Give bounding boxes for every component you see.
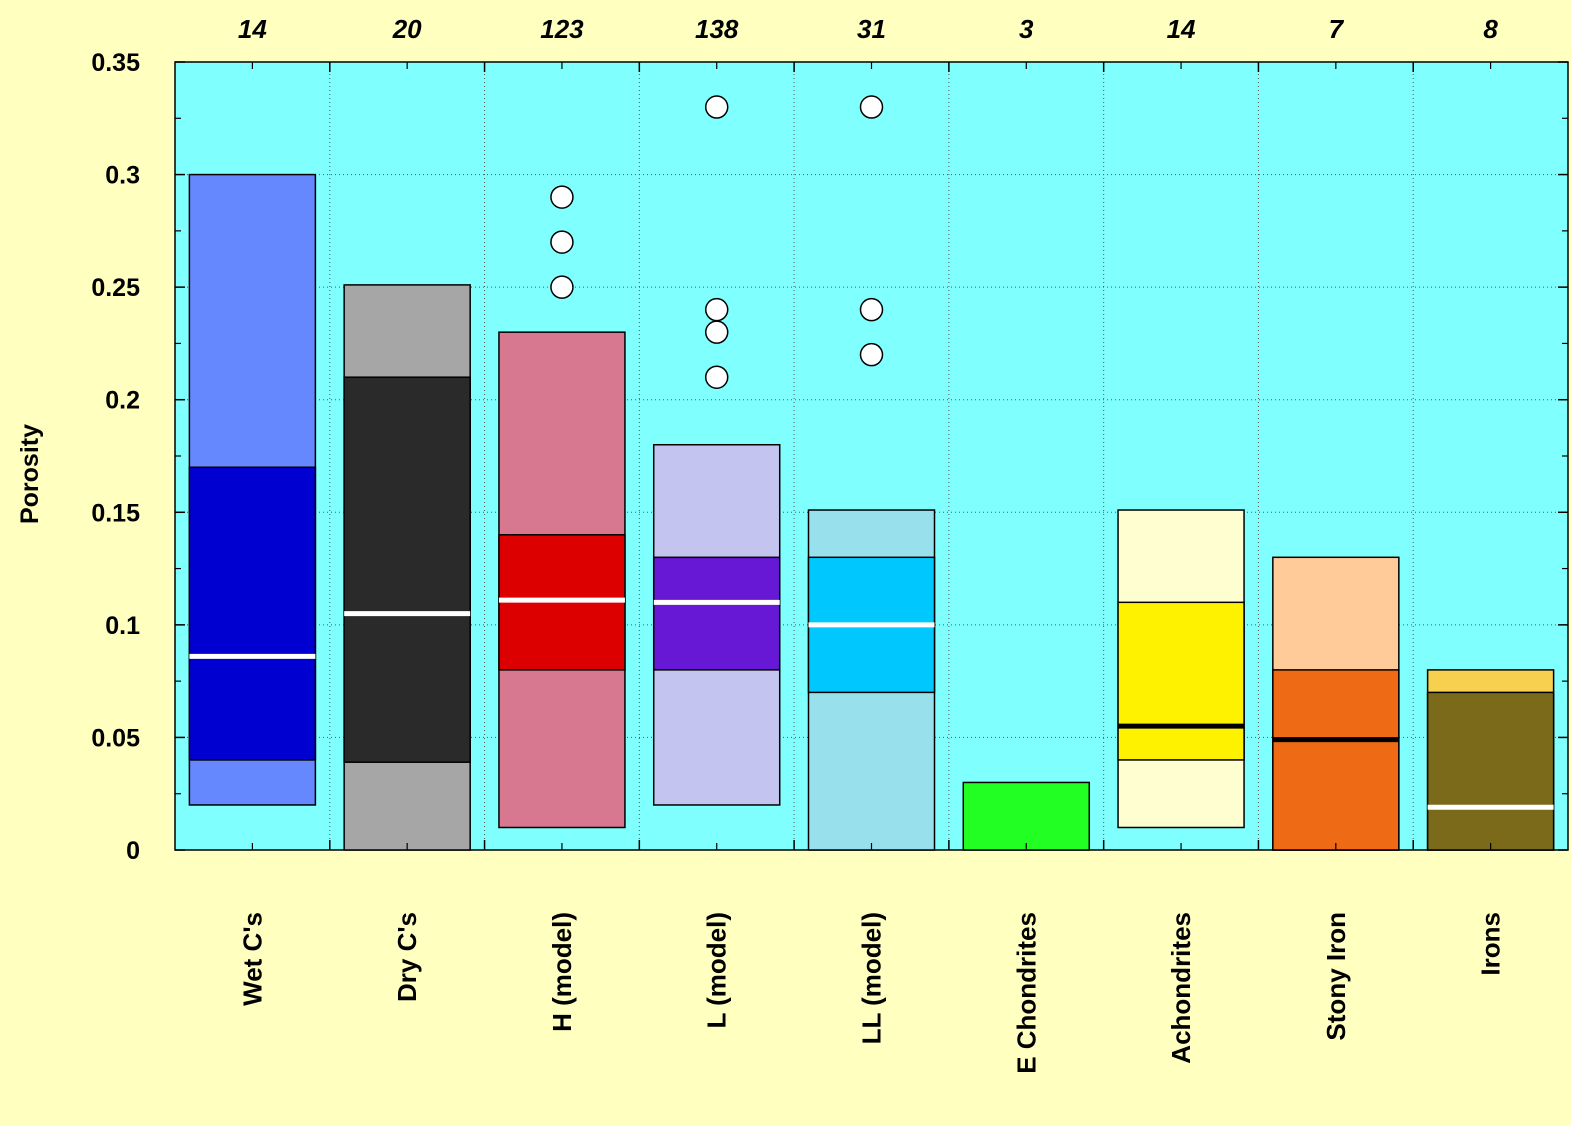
y-tick-label: 0.35 [91,49,140,77]
y-tick-label: 0.15 [91,499,140,527]
box-series [188,95,1555,851]
box-inner-quartile [343,376,471,763]
box-inner-quartile [1426,691,1555,851]
category-count-label: 20 [392,14,422,44]
outlier-point [859,297,884,322]
y-tick-label: 0.3 [105,162,140,190]
box-inner-quartile [1117,601,1245,761]
category-count-label: 8 [1483,14,1498,44]
axis-ticks [175,61,1568,851]
category-label: Achondrites [1166,912,1196,1064]
y-tick-label: 0.25 [91,274,140,302]
outlier-point [550,275,574,299]
category-label: Dry C's [392,912,422,1002]
outlier-point [704,365,729,389]
category-count-label: 14 [238,14,267,44]
box-inner-quartile [188,466,317,761]
category-label: H (model) [547,912,577,1032]
y-axis-label: Porosity [16,424,44,524]
outlier-point [704,297,729,322]
outlier-point [550,230,574,254]
y-tick-label: 0.05 [91,724,140,752]
outlier-point [859,342,884,367]
outlier-point [550,185,574,209]
box-inner-quartile [1272,669,1400,851]
category-count-label: 7 [1329,14,1345,44]
category-label: Stony Iron [1321,912,1351,1041]
axis-labels: 0 0.05 0.1 0.15 0.2 0.25 0.3 0.35 14 Wet C's 20 Dry… [91,14,1505,1074]
category-label: E Chondrites [1011,912,1041,1074]
y-tick-label: 0.2 [105,387,140,415]
category-count-label: 31 [857,14,886,44]
y-tick-label: 0.1 [105,612,140,640]
category-label: Wet C's [237,912,267,1006]
category-label: Irons [1476,912,1506,976]
category-count-label: 123 [540,14,584,44]
box-inner-quartile [652,556,781,671]
y-tick-label: 0 [126,837,140,865]
category-count-label: 3 [1019,14,1034,44]
category-count-label: 14 [1167,14,1196,44]
category-count-label: 138 [695,14,739,44]
box-outer-range [962,781,1091,851]
outlier-point [704,95,729,119]
category-label: L (model) [702,912,732,1029]
outlier-point [859,95,884,119]
category-label: LL (model) [857,912,887,1044]
outlier-point [704,320,729,344]
